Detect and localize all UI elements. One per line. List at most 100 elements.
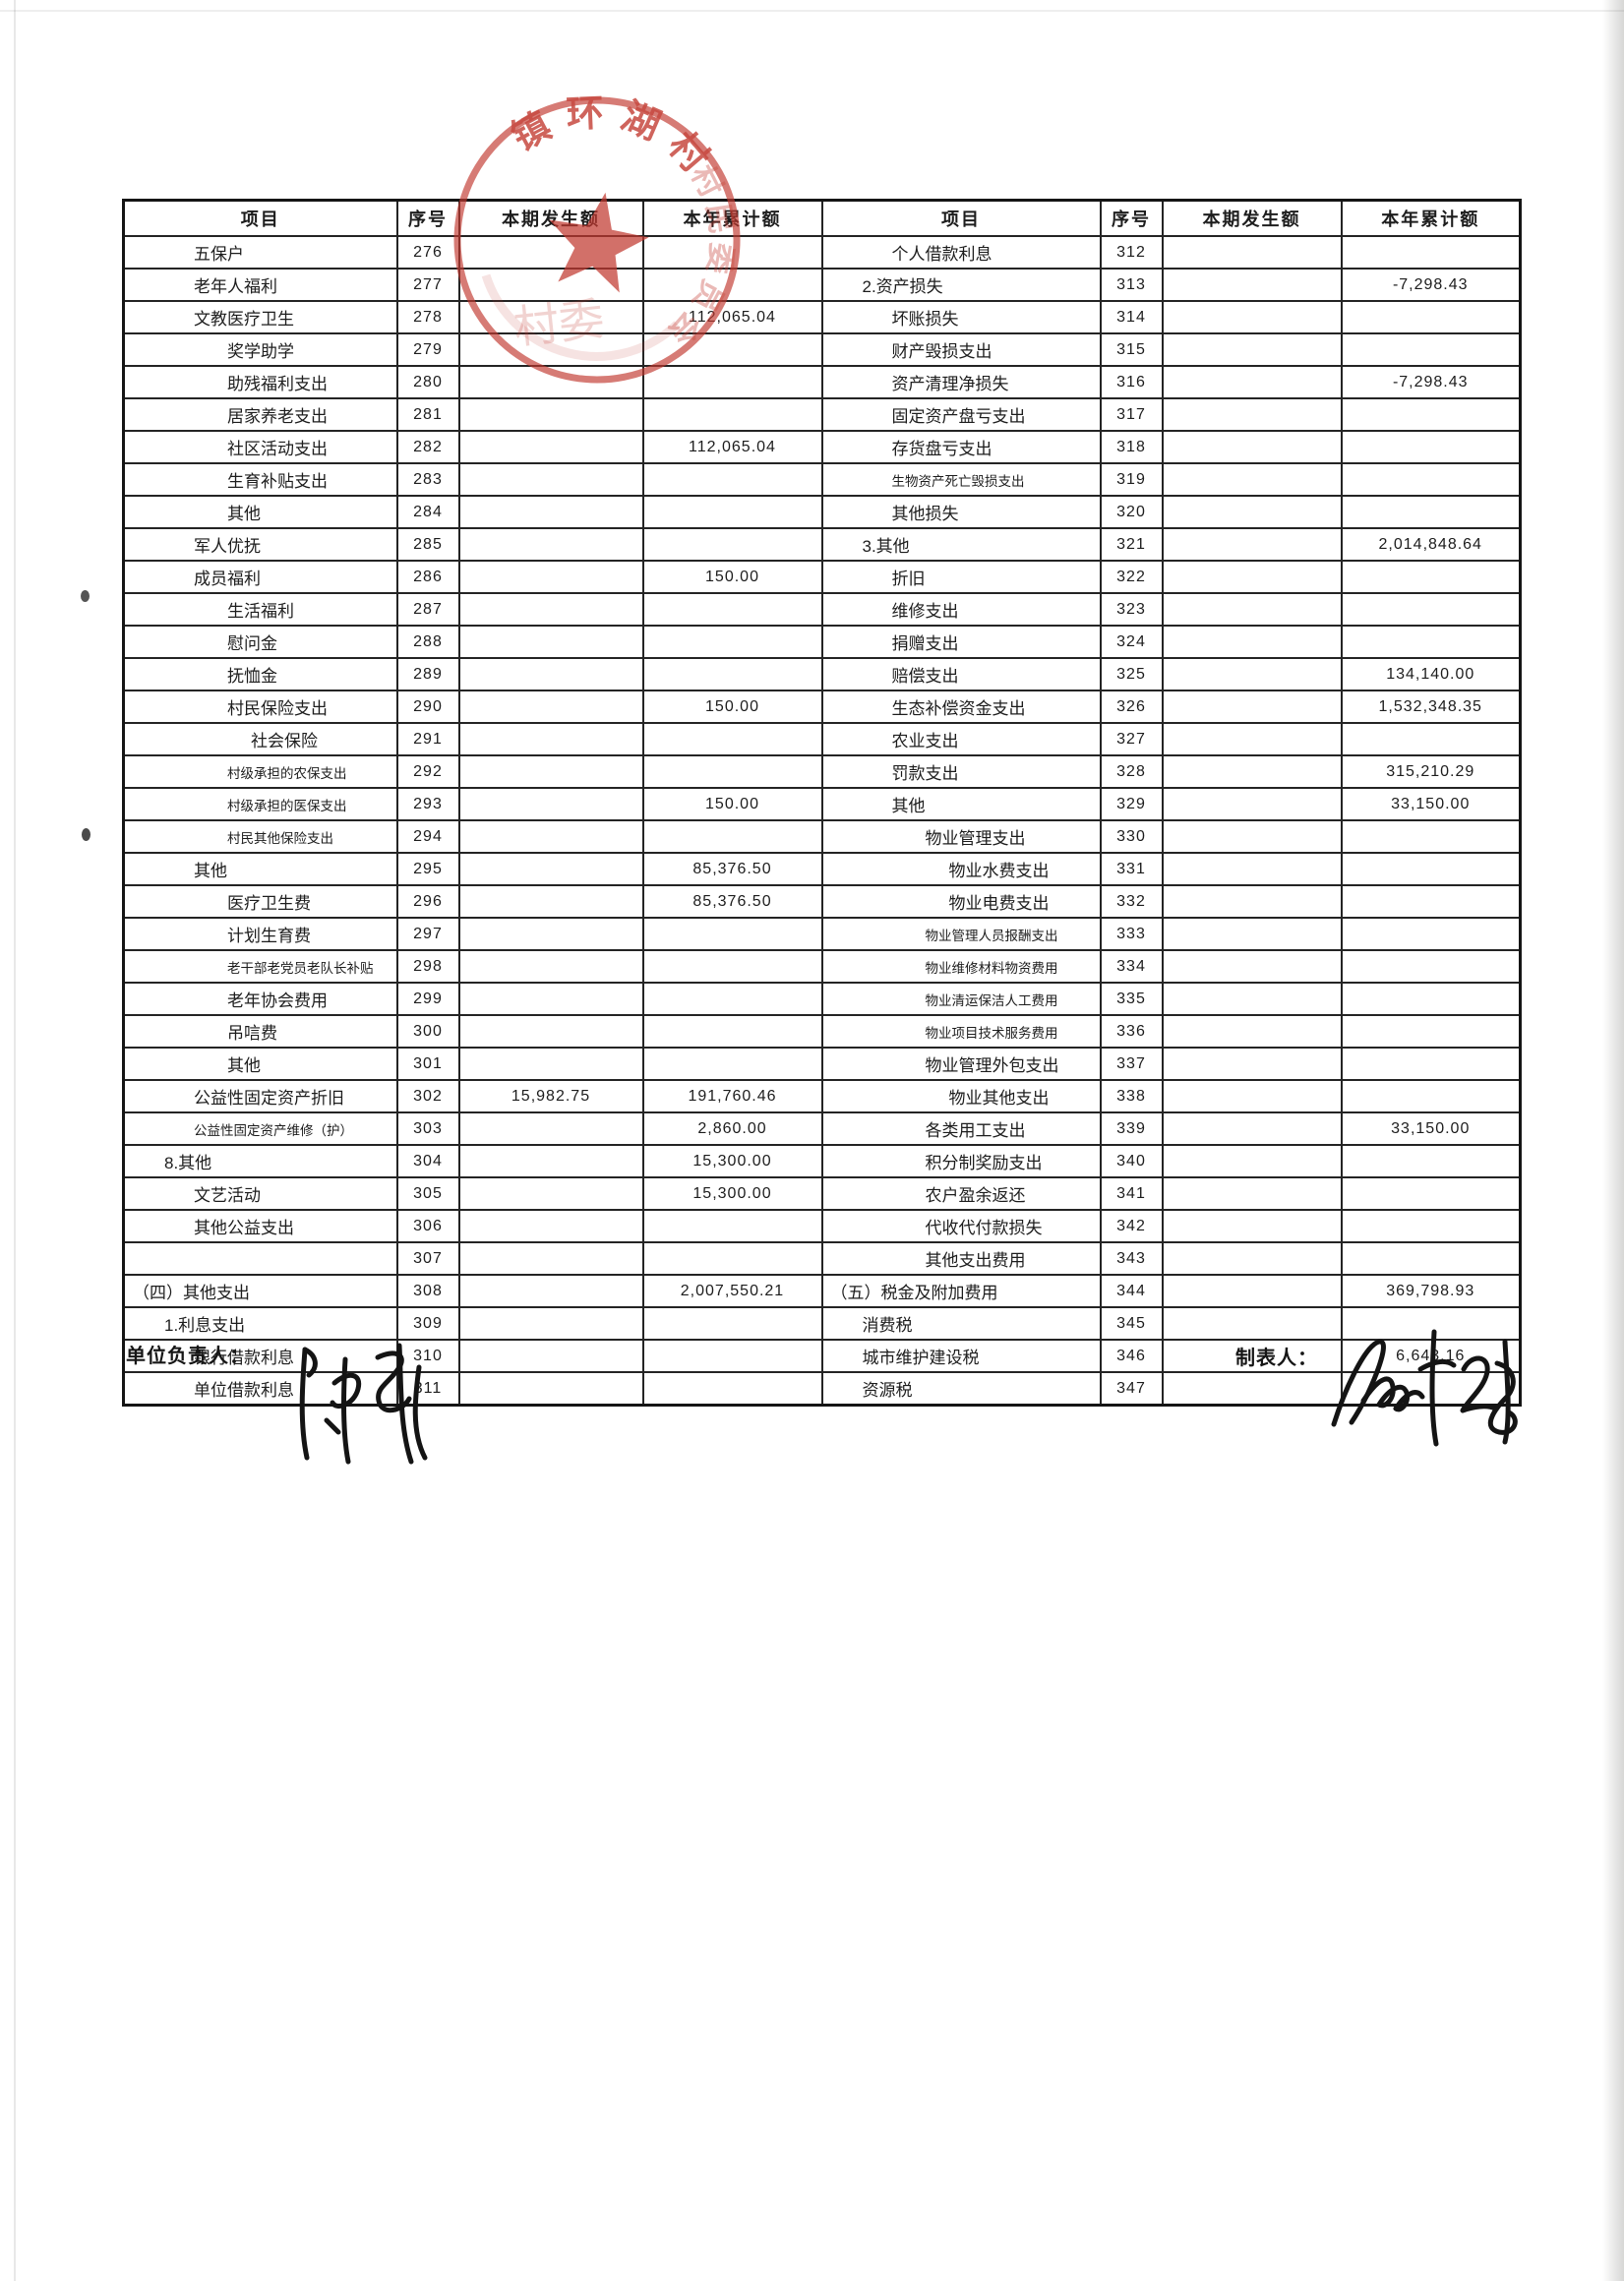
item-label-cell: 公益性固定资产折旧	[122, 1079, 398, 1113]
current-period-amount-cell	[457, 300, 644, 334]
seq-number-cell: 327	[1099, 722, 1164, 756]
table-row: 307 其他支出费用 343	[122, 1241, 1522, 1276]
item-label-cell: 公益性固定资产维修（护）	[122, 1111, 398, 1146]
ytd-amount-cell	[641, 332, 823, 367]
current-period-amount-cell	[1161, 819, 1343, 854]
current-period-amount-cell	[457, 592, 644, 627]
seq-number-cell: 288	[395, 625, 460, 659]
current-period-amount-cell	[457, 1047, 644, 1081]
seq-number-cell: 333	[1099, 917, 1164, 951]
ytd-amount-cell	[641, 657, 823, 691]
current-period-amount-cell	[1161, 527, 1343, 562]
seq-number-cell: 301	[395, 1047, 460, 1081]
col-header-seq-left: 序号	[395, 199, 460, 237]
seq-number-cell: 298	[395, 949, 460, 984]
current-period-amount-cell	[457, 462, 644, 497]
seq-number-cell: 340	[1099, 1144, 1164, 1178]
seq-number-cell: 341	[1099, 1176, 1164, 1211]
ytd-amount-cell: -7,298.43	[1340, 268, 1522, 302]
seq-number-cell: 284	[395, 495, 460, 529]
seq-number-cell: 297	[395, 917, 460, 951]
scan-edge-right	[1602, 0, 1624, 2281]
table-row: 村民保险支出 290 150.00 生态补偿资金支出 326 1,532,348.35	[122, 690, 1522, 724]
table-row: 生育补贴支出 283 生物资产死亡毁损支出 319	[122, 462, 1522, 497]
current-period-amount-cell	[457, 722, 644, 756]
item-label-cell: 物业其他支出	[820, 1079, 1102, 1113]
table-row: 1.利息支出 309 消费税 345	[122, 1306, 1522, 1341]
col-header-current-left: 本期发生额	[457, 199, 644, 237]
ytd-amount-cell: 2,014,848.64	[1340, 527, 1522, 562]
ytd-amount-cell: 15,300.00	[641, 1176, 823, 1211]
item-label-cell: 文教医疗卫生	[122, 300, 398, 334]
ytd-amount-cell: 112,065.04	[641, 300, 823, 334]
current-period-amount-cell	[1161, 949, 1343, 984]
current-period-amount-cell	[1161, 625, 1343, 659]
seq-number-cell: 305	[395, 1176, 460, 1211]
current-period-amount-cell	[1161, 1274, 1343, 1308]
current-period-amount-cell	[457, 1274, 644, 1308]
seq-number-cell: 287	[395, 592, 460, 627]
table-row: 医疗卫生费 296 85,376.50 物业电费支出 332	[122, 884, 1522, 919]
item-label-cell: 存货盘亏支出	[820, 430, 1102, 464]
seq-number-cell: 295	[395, 852, 460, 886]
current-period-amount-cell	[457, 949, 644, 984]
current-period-amount-cell	[457, 625, 644, 659]
item-label-cell: 资产清理净损失	[820, 365, 1102, 399]
item-label-cell: 坏账损失	[820, 300, 1102, 334]
item-label-cell: 物业管理支出	[820, 819, 1102, 854]
item-label-cell: 物业管理人员报酬支出	[820, 917, 1102, 951]
seq-number-cell: 278	[395, 300, 460, 334]
seq-number-cell: 303	[395, 1111, 460, 1146]
ytd-amount-cell: 33,150.00	[1340, 787, 1522, 821]
ytd-amount-cell	[641, 982, 823, 1016]
ytd-amount-cell	[641, 495, 823, 529]
current-period-amount-cell	[457, 1014, 644, 1049]
preparer-signature	[1324, 1318, 1540, 1456]
current-period-amount-cell	[457, 1111, 644, 1146]
table-row: 其他公益支出 306 代收代付款损失 342	[122, 1209, 1522, 1243]
ytd-amount-cell	[1340, 430, 1522, 464]
item-label-cell: 其他公益支出	[122, 1209, 398, 1243]
seq-number-cell: 328	[1099, 754, 1164, 789]
col-header-seq-right: 序号	[1099, 199, 1164, 237]
table-row: 老年人福利 277 2.资产损失 313 -7,298.43	[122, 268, 1522, 302]
current-period-amount-cell	[1161, 787, 1343, 821]
current-period-amount-cell	[1161, 430, 1343, 464]
seq-number-cell: 326	[1099, 690, 1164, 724]
seq-number-cell: 330	[1099, 819, 1164, 854]
seq-number-cell: 277	[395, 268, 460, 302]
current-period-amount-cell	[1161, 495, 1343, 529]
current-period-amount-cell	[1161, 365, 1343, 399]
seq-number-cell: 286	[395, 560, 460, 594]
item-label-cell: 物业管理外包支出	[820, 1047, 1102, 1081]
seq-number-cell: 317	[1099, 397, 1164, 432]
current-period-amount-cell	[457, 1209, 644, 1243]
item-label-cell: 社会保险	[122, 722, 398, 756]
item-label-cell: 代收代付款损失	[820, 1209, 1102, 1243]
current-period-amount-cell	[457, 268, 644, 302]
current-period-amount-cell	[457, 235, 644, 270]
seq-number-cell: 276	[395, 235, 460, 270]
current-period-amount-cell	[1161, 754, 1343, 789]
ytd-amount-cell	[1340, 949, 1522, 984]
seq-number-cell: 282	[395, 430, 460, 464]
seq-number-cell: 308	[395, 1274, 460, 1308]
seq-number-cell: 312	[1099, 235, 1164, 270]
table-row: 其他 284 其他损失 320	[122, 495, 1522, 529]
item-label-cell: 固定资产盘亏支出	[820, 397, 1102, 432]
current-period-amount-cell	[1161, 722, 1343, 756]
current-period-amount-cell	[457, 917, 644, 951]
seq-number-cell: 315	[1099, 332, 1164, 367]
current-period-amount-cell	[1161, 1111, 1343, 1146]
item-label-cell: 村民保险支出	[122, 690, 398, 724]
ytd-amount-cell	[1340, 332, 1522, 367]
seq-number-cell: 334	[1099, 949, 1164, 984]
item-label-cell: 折旧	[820, 560, 1102, 594]
current-period-amount-cell	[1161, 1209, 1343, 1243]
item-label-cell: 村民其他保险支出	[122, 819, 398, 854]
ytd-amount-cell	[1340, 1079, 1522, 1113]
item-label-cell: 老干部老党员老队长补贴	[122, 949, 398, 984]
table-row: 文教医疗卫生 278 112,065.04 坏账损失 314	[122, 300, 1522, 334]
item-label-cell: 赔偿支出	[820, 657, 1102, 691]
col-header-ytd-right: 本年累计额	[1340, 199, 1522, 237]
